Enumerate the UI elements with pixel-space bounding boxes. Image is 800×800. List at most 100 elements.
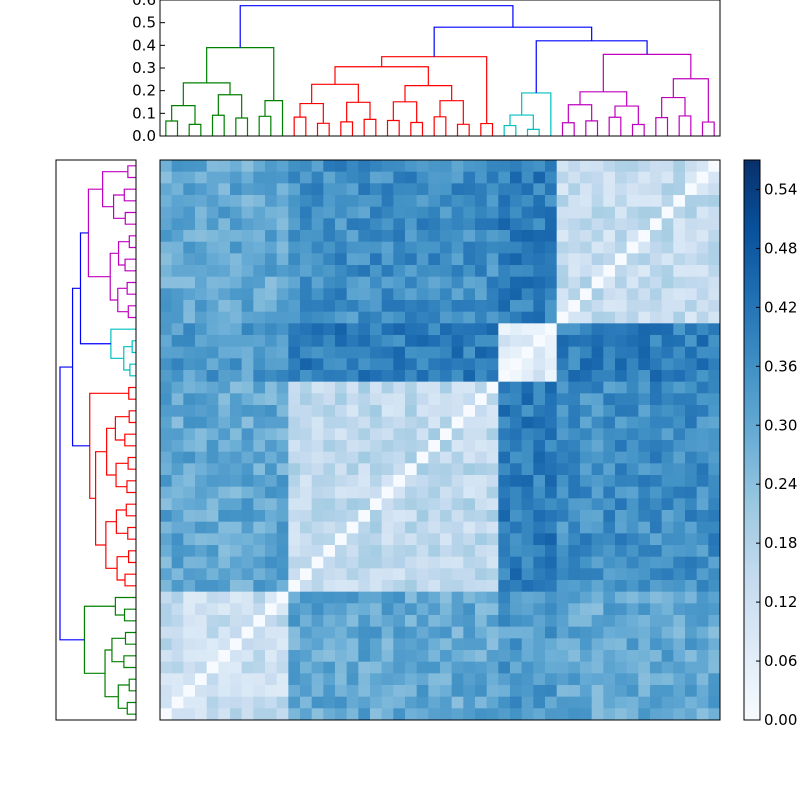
heatmap-cell (241, 230, 254, 243)
heatmap-cell (533, 568, 546, 581)
heatmap-cell (568, 521, 581, 534)
heatmap-cell (416, 346, 429, 359)
heatmap-cell (568, 545, 581, 558)
heatmap-cell (638, 521, 651, 534)
heatmap-cell (265, 346, 278, 359)
heatmap-cell (323, 440, 336, 453)
heatmap-cell (300, 486, 313, 499)
heatmap-cell (323, 615, 336, 628)
heatmap-cell (300, 416, 313, 429)
heatmap-cell (265, 381, 278, 394)
heatmap-cell (195, 405, 208, 418)
heatmap-cell (626, 498, 639, 511)
heatmap-cell (440, 358, 453, 371)
heatmap-cell (253, 206, 266, 219)
heatmap-cell (545, 661, 558, 674)
heatmap-cell (335, 300, 348, 313)
heatmap-cell (253, 533, 266, 546)
heatmap-cell (323, 708, 336, 721)
heatmap-cell (673, 650, 686, 663)
heatmap-cell (650, 276, 663, 289)
heatmap-cell (335, 451, 348, 464)
heatmap-cell (521, 405, 534, 418)
heatmap-cell (300, 241, 313, 254)
heatmap-cell (545, 533, 558, 546)
heatmap-cell (545, 591, 558, 604)
heatmap-cell (498, 288, 511, 301)
heatmap-cell (615, 416, 628, 429)
heatmap-cell (416, 626, 429, 639)
heatmap-cell (230, 300, 243, 313)
heatmap-cell (580, 545, 593, 558)
heatmap-cell (276, 428, 289, 441)
left-dendrogram-link (71, 287, 90, 447)
heatmap-cell (626, 568, 639, 581)
heatmap-cell (451, 708, 464, 721)
heatmap-cell (393, 673, 406, 686)
heatmap-cell (486, 498, 499, 511)
heatmap-cell (230, 323, 243, 336)
heatmap-cell (195, 311, 208, 324)
heatmap-cell (276, 451, 289, 464)
heatmap-cell (300, 323, 313, 336)
heatmap-cell (580, 685, 593, 698)
heatmap-cell (451, 405, 464, 418)
heatmap-cell (603, 300, 616, 313)
heatmap-cell (276, 603, 289, 616)
heatmap-cell (533, 638, 546, 651)
heatmap-cell (346, 288, 359, 301)
heatmap-cell (171, 358, 184, 371)
heatmap-cell (708, 451, 721, 464)
heatmap-cell (580, 183, 593, 196)
heatmap-cell (498, 405, 511, 418)
heatmap-cell (591, 603, 604, 616)
heatmap-cell (661, 696, 674, 709)
heatmap-cell (405, 276, 418, 289)
heatmap-cell (428, 591, 441, 604)
heatmap-cell (311, 626, 324, 639)
heatmap-cell (696, 206, 709, 219)
heatmap-cell (370, 416, 383, 429)
heatmap-cell (381, 463, 394, 476)
heatmap-cell (370, 195, 383, 208)
left-dendrogram-link (124, 211, 136, 225)
heatmap-cell (276, 311, 289, 324)
heatmap-cell (440, 253, 453, 266)
heatmap-cell (440, 545, 453, 558)
colorbar-tick-label: 0.24 (764, 475, 797, 493)
heatmap-cell (381, 183, 394, 196)
heatmap-cell (171, 580, 184, 593)
heatmap-cell (183, 603, 196, 616)
heatmap-cell (323, 230, 336, 243)
heatmap-cell (533, 615, 546, 628)
heatmap-cell (195, 206, 208, 219)
heatmap-cell (335, 650, 348, 663)
heatmap-cell (510, 463, 523, 476)
heatmap-cell (533, 416, 546, 429)
heatmap-cell (440, 393, 453, 406)
heatmap-cell (195, 440, 208, 453)
heatmap-cell (393, 265, 406, 278)
heatmap-cell (650, 370, 663, 383)
heatmap-cell (405, 475, 418, 488)
heatmap-cell (615, 346, 628, 359)
heatmap-cell (673, 300, 686, 313)
heatmap-cell (451, 276, 464, 289)
heatmap-cell (673, 183, 686, 196)
heatmap-cell (685, 638, 698, 651)
heatmap-cell (265, 206, 278, 219)
heatmap-cell (405, 171, 418, 184)
heatmap-cell (638, 650, 651, 663)
heatmap-cell (346, 171, 359, 184)
heatmap-cell (451, 358, 464, 371)
heatmap-cell (370, 253, 383, 266)
heatmap-cell (358, 463, 371, 476)
heatmap-cell (265, 498, 278, 511)
heatmap-cell (591, 591, 604, 604)
heatmap-cell (580, 323, 593, 336)
heatmap-cell (673, 475, 686, 488)
heatmap-cell (545, 440, 558, 453)
heatmap-cell (510, 405, 523, 418)
heatmap-cell (498, 218, 511, 231)
heatmap-cell (241, 685, 254, 698)
